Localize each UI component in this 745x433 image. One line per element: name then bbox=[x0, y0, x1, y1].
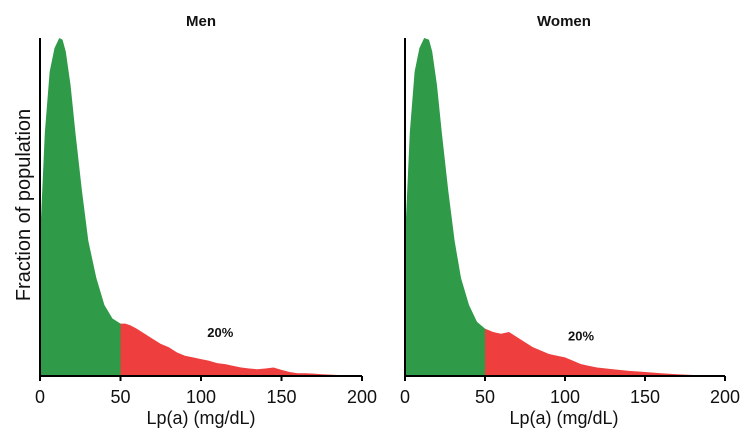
x-tick-label: 50 bbox=[110, 387, 130, 407]
x-tick-label: 150 bbox=[630, 387, 660, 407]
x-tick-label: 50 bbox=[475, 387, 495, 407]
panel-title: Women bbox=[537, 13, 591, 30]
x-axis-label: Lp(a) (mg/dL) bbox=[146, 408, 255, 428]
panel-men: Men Lp(a) (mg/dL) 0 50 100 150 200 20% bbox=[35, 13, 377, 428]
x-tick-label: 0 bbox=[35, 387, 45, 407]
x-axis-label: Lp(a) (mg/dL) bbox=[509, 408, 618, 428]
y-axis-label: Fraction of population bbox=[13, 109, 35, 301]
percent-annotation: 20% bbox=[568, 329, 594, 344]
x-tick-label: 200 bbox=[710, 387, 740, 407]
percent-annotation: 20% bbox=[207, 325, 233, 340]
panel-title: Men bbox=[186, 13, 216, 30]
area-above-threshold bbox=[485, 328, 725, 376]
area-below-threshold bbox=[40, 38, 121, 376]
panel-women: Women Lp(a) (mg/dL) 0 50 100 150 200 20% bbox=[400, 13, 740, 428]
area-below-threshold bbox=[405, 38, 485, 376]
area-above-threshold bbox=[120, 323, 362, 376]
x-tick-label: 200 bbox=[347, 387, 377, 407]
x-tick-label: 100 bbox=[186, 387, 216, 407]
x-tick-label: 150 bbox=[266, 387, 296, 407]
x-tick-label: 0 bbox=[400, 387, 410, 407]
x-tick-label: 100 bbox=[550, 387, 580, 407]
